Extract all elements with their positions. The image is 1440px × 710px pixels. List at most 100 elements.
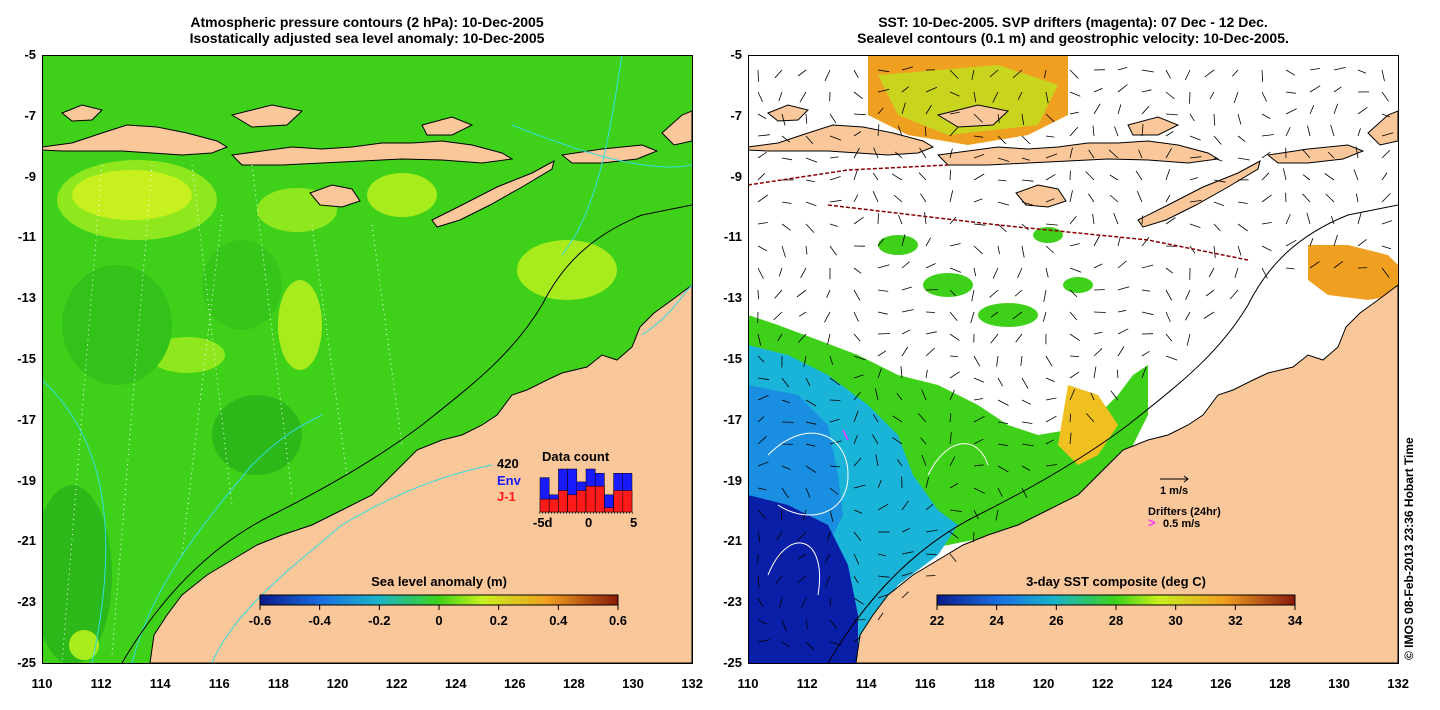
velocity-arrow	[1165, 289, 1173, 301]
velocity-arrow	[891, 173, 903, 181]
velocity-arrow	[757, 355, 765, 363]
anomaly-high-timor	[517, 240, 617, 300]
velocity-arrow	[949, 531, 959, 539]
velocity-arrow	[1014, 289, 1023, 297]
velocity-arrow	[1045, 377, 1055, 382]
left-longitude-tick: 132	[681, 676, 703, 691]
velocity-arrow	[892, 415, 903, 423]
velocity-arrow	[992, 91, 999, 103]
sea-level-colorbar-tick-label: 0.6	[609, 613, 627, 628]
velocity-arrow	[877, 333, 891, 335]
velocity-arrow	[1141, 350, 1150, 357]
velocity-arrow	[1184, 311, 1191, 321]
velocity-arrow	[1141, 124, 1144, 137]
velocity-arrow	[1307, 125, 1311, 137]
bali-area-land	[230, 104, 304, 128]
velocity-arrow	[1213, 113, 1216, 126]
velocity-arrow	[1108, 149, 1119, 159]
velocity-arrow	[1261, 194, 1272, 203]
velocity-arrow	[1306, 212, 1311, 225]
velocity-arrow	[1069, 190, 1073, 203]
velocity-arrow	[1309, 105, 1315, 115]
velocity-arrow	[997, 377, 1004, 387]
velocity-arrow	[973, 198, 983, 203]
left-latitude-tick: -7	[24, 107, 36, 123]
velocity-arrow	[1069, 267, 1082, 273]
anomaly-high-south	[278, 280, 322, 370]
velocity-arrow	[1213, 135, 1222, 145]
velocity-arrow	[877, 69, 890, 73]
velocity-arrow	[949, 456, 956, 467]
velocity-arrow	[1381, 267, 1390, 278]
right-longitude-tick: 132	[1387, 676, 1409, 691]
sea-level-anomaly-map[interactable]: 420 Env J-1 Data count -5d 0 5 Sea level…	[42, 55, 692, 663]
right-latitude-tick: -9	[730, 168, 742, 184]
right-longitude-tick: 124	[1150, 676, 1173, 691]
velocity-arrow	[829, 377, 840, 386]
velocity-arrow	[973, 355, 981, 367]
velocity-arrow	[1069, 432, 1072, 445]
velocity-arrow	[875, 454, 879, 467]
velocity-arrow	[1021, 245, 1025, 258]
data-count-axis-start: -5d	[533, 515, 553, 530]
velocity-arrow	[1138, 149, 1143, 159]
velocity-arrow	[1045, 464, 1058, 467]
data-count-j1-bar	[585, 485, 596, 513]
right-longitude-tick: 118	[973, 676, 995, 691]
velocity-arrow	[1184, 69, 1191, 81]
velocity-arrow	[1015, 333, 1023, 343]
velocity-arrow	[1086, 413, 1095, 423]
velocity-arrow	[780, 509, 783, 521]
velocity-arrow	[921, 389, 927, 401]
velocity-arrow	[1021, 421, 1033, 424]
velocity-arrow	[757, 509, 767, 520]
bathymetry-contour	[121, 204, 692, 663]
velocity-arrow	[1261, 245, 1272, 252]
velocity-arrow	[824, 311, 831, 323]
velocity-arrow	[853, 410, 859, 423]
velocity-arrow	[1333, 67, 1346, 71]
velocity-arrow	[1165, 113, 1178, 116]
data-count-j1-bar	[567, 494, 578, 513]
velocity-arrow	[997, 157, 1010, 162]
velocity-arrow	[1261, 69, 1264, 82]
velocity-arrow	[1204, 69, 1215, 78]
velocity-arrow	[757, 575, 760, 588]
sst-patch	[923, 273, 973, 297]
velocity-arrow	[949, 169, 951, 181]
velocity-arrow	[877, 238, 885, 247]
right-latitude-tick: -21	[723, 533, 742, 549]
velocity-arrow	[1116, 369, 1119, 379]
velocity-arrow	[829, 509, 834, 522]
velocity-arrow	[925, 347, 935, 357]
velocity-arrow	[805, 245, 808, 255]
velocity-arrow	[1117, 84, 1128, 93]
velocity-arrow	[1205, 289, 1215, 297]
velocity-arrow	[1021, 179, 1034, 182]
velocity-arrow	[757, 531, 761, 543]
velocity-arrow	[1302, 174, 1311, 181]
velocity-arrow	[1141, 264, 1154, 269]
drifters-legend-label: Drifters (24hr)	[1148, 506, 1221, 518]
data-count-total: 420	[497, 456, 519, 471]
velocity-arrow	[1044, 69, 1047, 79]
velocity-arrow	[949, 91, 960, 97]
satellite-track	[191, 164, 233, 506]
velocity-arrow	[1324, 173, 1335, 181]
left-latitude-tick: -9	[24, 168, 36, 184]
sst-map[interactable]: 1 m/s Drifters (24hr) > 0.5 m/s 3-day SS…	[748, 55, 1398, 663]
velocity-arrow	[1093, 348, 1103, 357]
velocity-arrow	[757, 639, 770, 643]
velocity-arrow	[1021, 223, 1029, 231]
sst-colorbar-tick-label: 22	[930, 613, 944, 628]
velocity-arrow	[901, 500, 909, 511]
velocity-arrow	[872, 191, 879, 203]
sea-level-colorbar: Sea level anomaly (m) -0.6 -0.4 -0.2 0 0.2 0.…	[249, 574, 627, 628]
velocity-arrow	[799, 91, 807, 103]
sst-colorbar-tick-label: 26	[1049, 613, 1063, 628]
right-longitude-tick: 116	[914, 676, 936, 691]
right-longitude-tick: 120	[1032, 676, 1055, 691]
left-map-title: Atmospheric pressure contours (2 hPa): 1…	[42, 14, 692, 46]
left-longitude-tick: 124	[444, 676, 467, 691]
velocity-arrow	[757, 333, 762, 346]
